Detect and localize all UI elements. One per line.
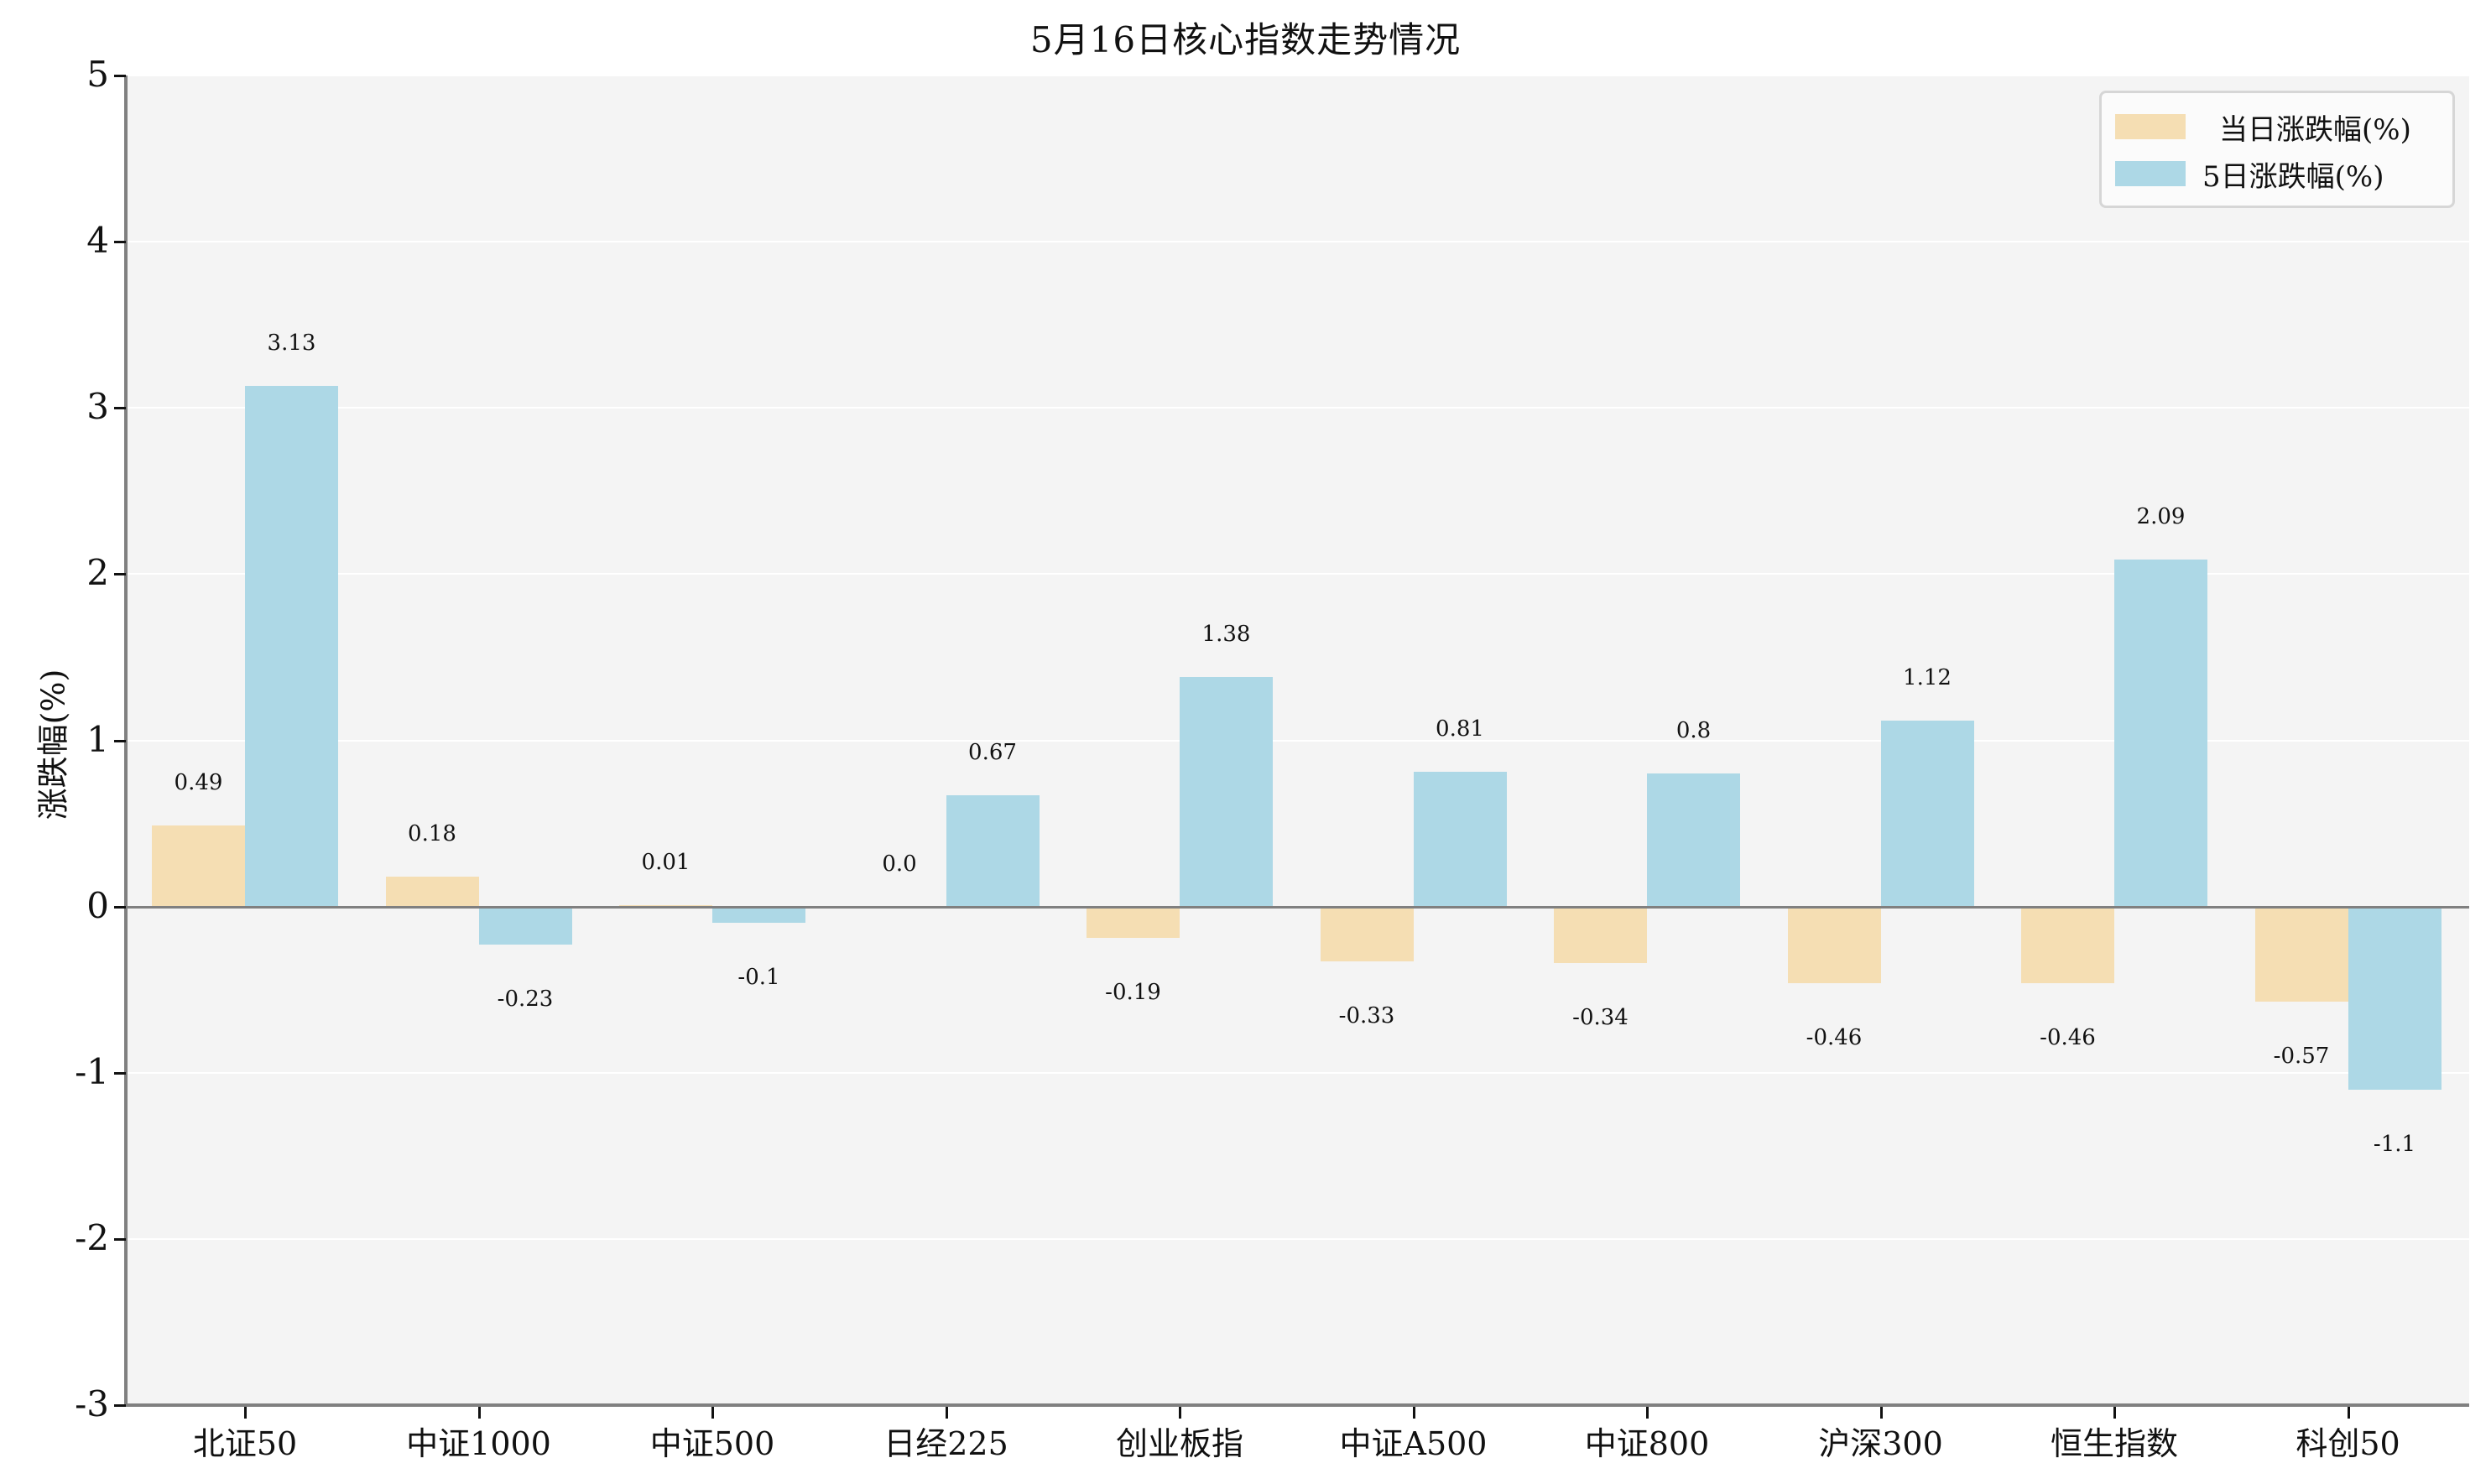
gridline (128, 407, 2469, 409)
x-tick-mark (711, 1407, 714, 1419)
value-label-daily: 0.18 (408, 820, 456, 846)
value-label-5day: 1.12 (1903, 664, 1952, 690)
value-label-daily: -0.46 (1806, 1024, 1863, 1050)
value-label-5day: -1.1 (2373, 1131, 2416, 1157)
legend-swatch-5day (2115, 161, 2186, 186)
bar-5day (1647, 773, 1740, 907)
y-tick-mark (114, 75, 126, 77)
value-label-5day: 2.09 (2136, 503, 2186, 529)
y-tick-mark (114, 739, 126, 742)
x-tick-label: 恒生指数 (2050, 1425, 2178, 1462)
bar-daily (2254, 906, 2348, 1002)
value-label-5day: 0.81 (1436, 716, 1484, 742)
gridline (128, 75, 2469, 76)
x-tick-label: 科创50 (2296, 1425, 2400, 1462)
x-tick-mark (1179, 1407, 1181, 1419)
x-tick-label: 中证500 (649, 1425, 775, 1462)
bar-5day (478, 906, 572, 945)
value-label-daily: -0.19 (1105, 980, 1161, 1006)
x-tick-mark (945, 1407, 948, 1419)
value-label-5day: 3.13 (267, 331, 316, 357)
y-tick-label: -2 (75, 1216, 109, 1258)
gridline (128, 739, 2469, 742)
legend-label-5day: 5日涨跌幅(%) (2202, 159, 2384, 194)
x-tick-mark (244, 1407, 247, 1419)
y-tick-mark (114, 573, 126, 576)
y-tick-mark (114, 1404, 126, 1407)
x-tick-mark (1879, 1407, 1883, 1419)
x-tick-label: 中证800 (1584, 1425, 1710, 1462)
x-tick-mark (1412, 1407, 1415, 1419)
value-label-5day: 0.8 (1675, 718, 1712, 744)
value-label-daily: -0.33 (1338, 1003, 1395, 1028)
y-tick-mark (114, 905, 126, 909)
gridline (128, 1071, 2469, 1074)
x-tick-label: 北证50 (192, 1425, 298, 1462)
bar-daily (1087, 906, 1180, 939)
legend-label-daily: 当日涨跌幅(%) (2219, 112, 2411, 147)
legend-item-daily: 当日涨跌幅(%) (2115, 110, 2411, 147)
y-tick-label: 0 (86, 884, 109, 926)
value-label-5day: 0.67 (968, 739, 1017, 765)
y-tick-label: 5 (86, 54, 109, 95)
bar-5day (245, 386, 338, 907)
bar-5day (946, 794, 1040, 907)
x-tick-mark (2347, 1407, 2350, 1419)
value-label-5day: 1.38 (1201, 622, 1251, 648)
value-label-daily: -0.57 (2273, 1043, 2330, 1069)
x-tick-mark (477, 1407, 481, 1419)
value-label-daily: -0.34 (1572, 1004, 1629, 1030)
zero-line (128, 905, 2469, 909)
x-tick-mark (2113, 1407, 2116, 1419)
x-tick-label: 日经225 (883, 1425, 1008, 1462)
bar-5day (1880, 720, 1974, 907)
legend-item-5day: 5日涨跌幅(%) (2115, 157, 2384, 194)
bar-daily (1320, 906, 1414, 961)
y-tick-mark (114, 1237, 126, 1241)
value-label-daily: 0.49 (174, 769, 223, 795)
bar-5day (1180, 677, 1273, 907)
y-tick-label: -3 (75, 1383, 109, 1424)
bar-daily (385, 876, 479, 907)
bar-daily (152, 825, 245, 907)
value-label-5day: -0.1 (737, 965, 780, 991)
y-tick-label: 3 (86, 386, 109, 428)
x-tick-label: 中证1000 (406, 1425, 551, 1462)
legend-swatch-daily (2115, 114, 2186, 139)
y-tick-label: -1 (75, 1050, 109, 1092)
bar-5day (712, 906, 805, 924)
y-tick-mark (114, 407, 126, 410)
y-axis-line (124, 76, 128, 1407)
y-tick-mark (114, 1071, 126, 1075)
gridline (128, 241, 2469, 243)
bar-5day (2348, 906, 2441, 1090)
x-tick-mark (1646, 1407, 1649, 1419)
chart-title: 5月16日核心指数走势情况 (1029, 19, 1462, 60)
x-tick-label: 创业板指 (1115, 1425, 1243, 1462)
value-label-daily: 0.01 (641, 849, 690, 875)
value-label-daily: 0.0 (882, 851, 917, 877)
legend: 当日涨跌幅(%) 5日涨跌幅(%) (2099, 91, 2455, 208)
y-tick-label: 2 (86, 552, 109, 594)
x-tick-label: 沪深300 (1818, 1425, 1943, 1462)
x-axis-line (124, 1403, 2469, 1407)
bar-daily (2021, 906, 2114, 983)
y-tick-mark (114, 241, 126, 244)
gridline (128, 1237, 2469, 1240)
bar-daily (1787, 906, 1881, 983)
bar-5day (1413, 772, 1507, 907)
y-tick-label: 4 (86, 220, 109, 262)
value-label-5day: -0.23 (497, 987, 554, 1013)
bar-5day (2114, 559, 2207, 907)
x-tick-label: 中证A500 (1339, 1425, 1488, 1462)
value-label-daily: -0.46 (2040, 1024, 2096, 1050)
bar-daily (1554, 906, 1647, 963)
gridline (128, 573, 2469, 575)
y-tick-label: 1 (86, 718, 109, 760)
